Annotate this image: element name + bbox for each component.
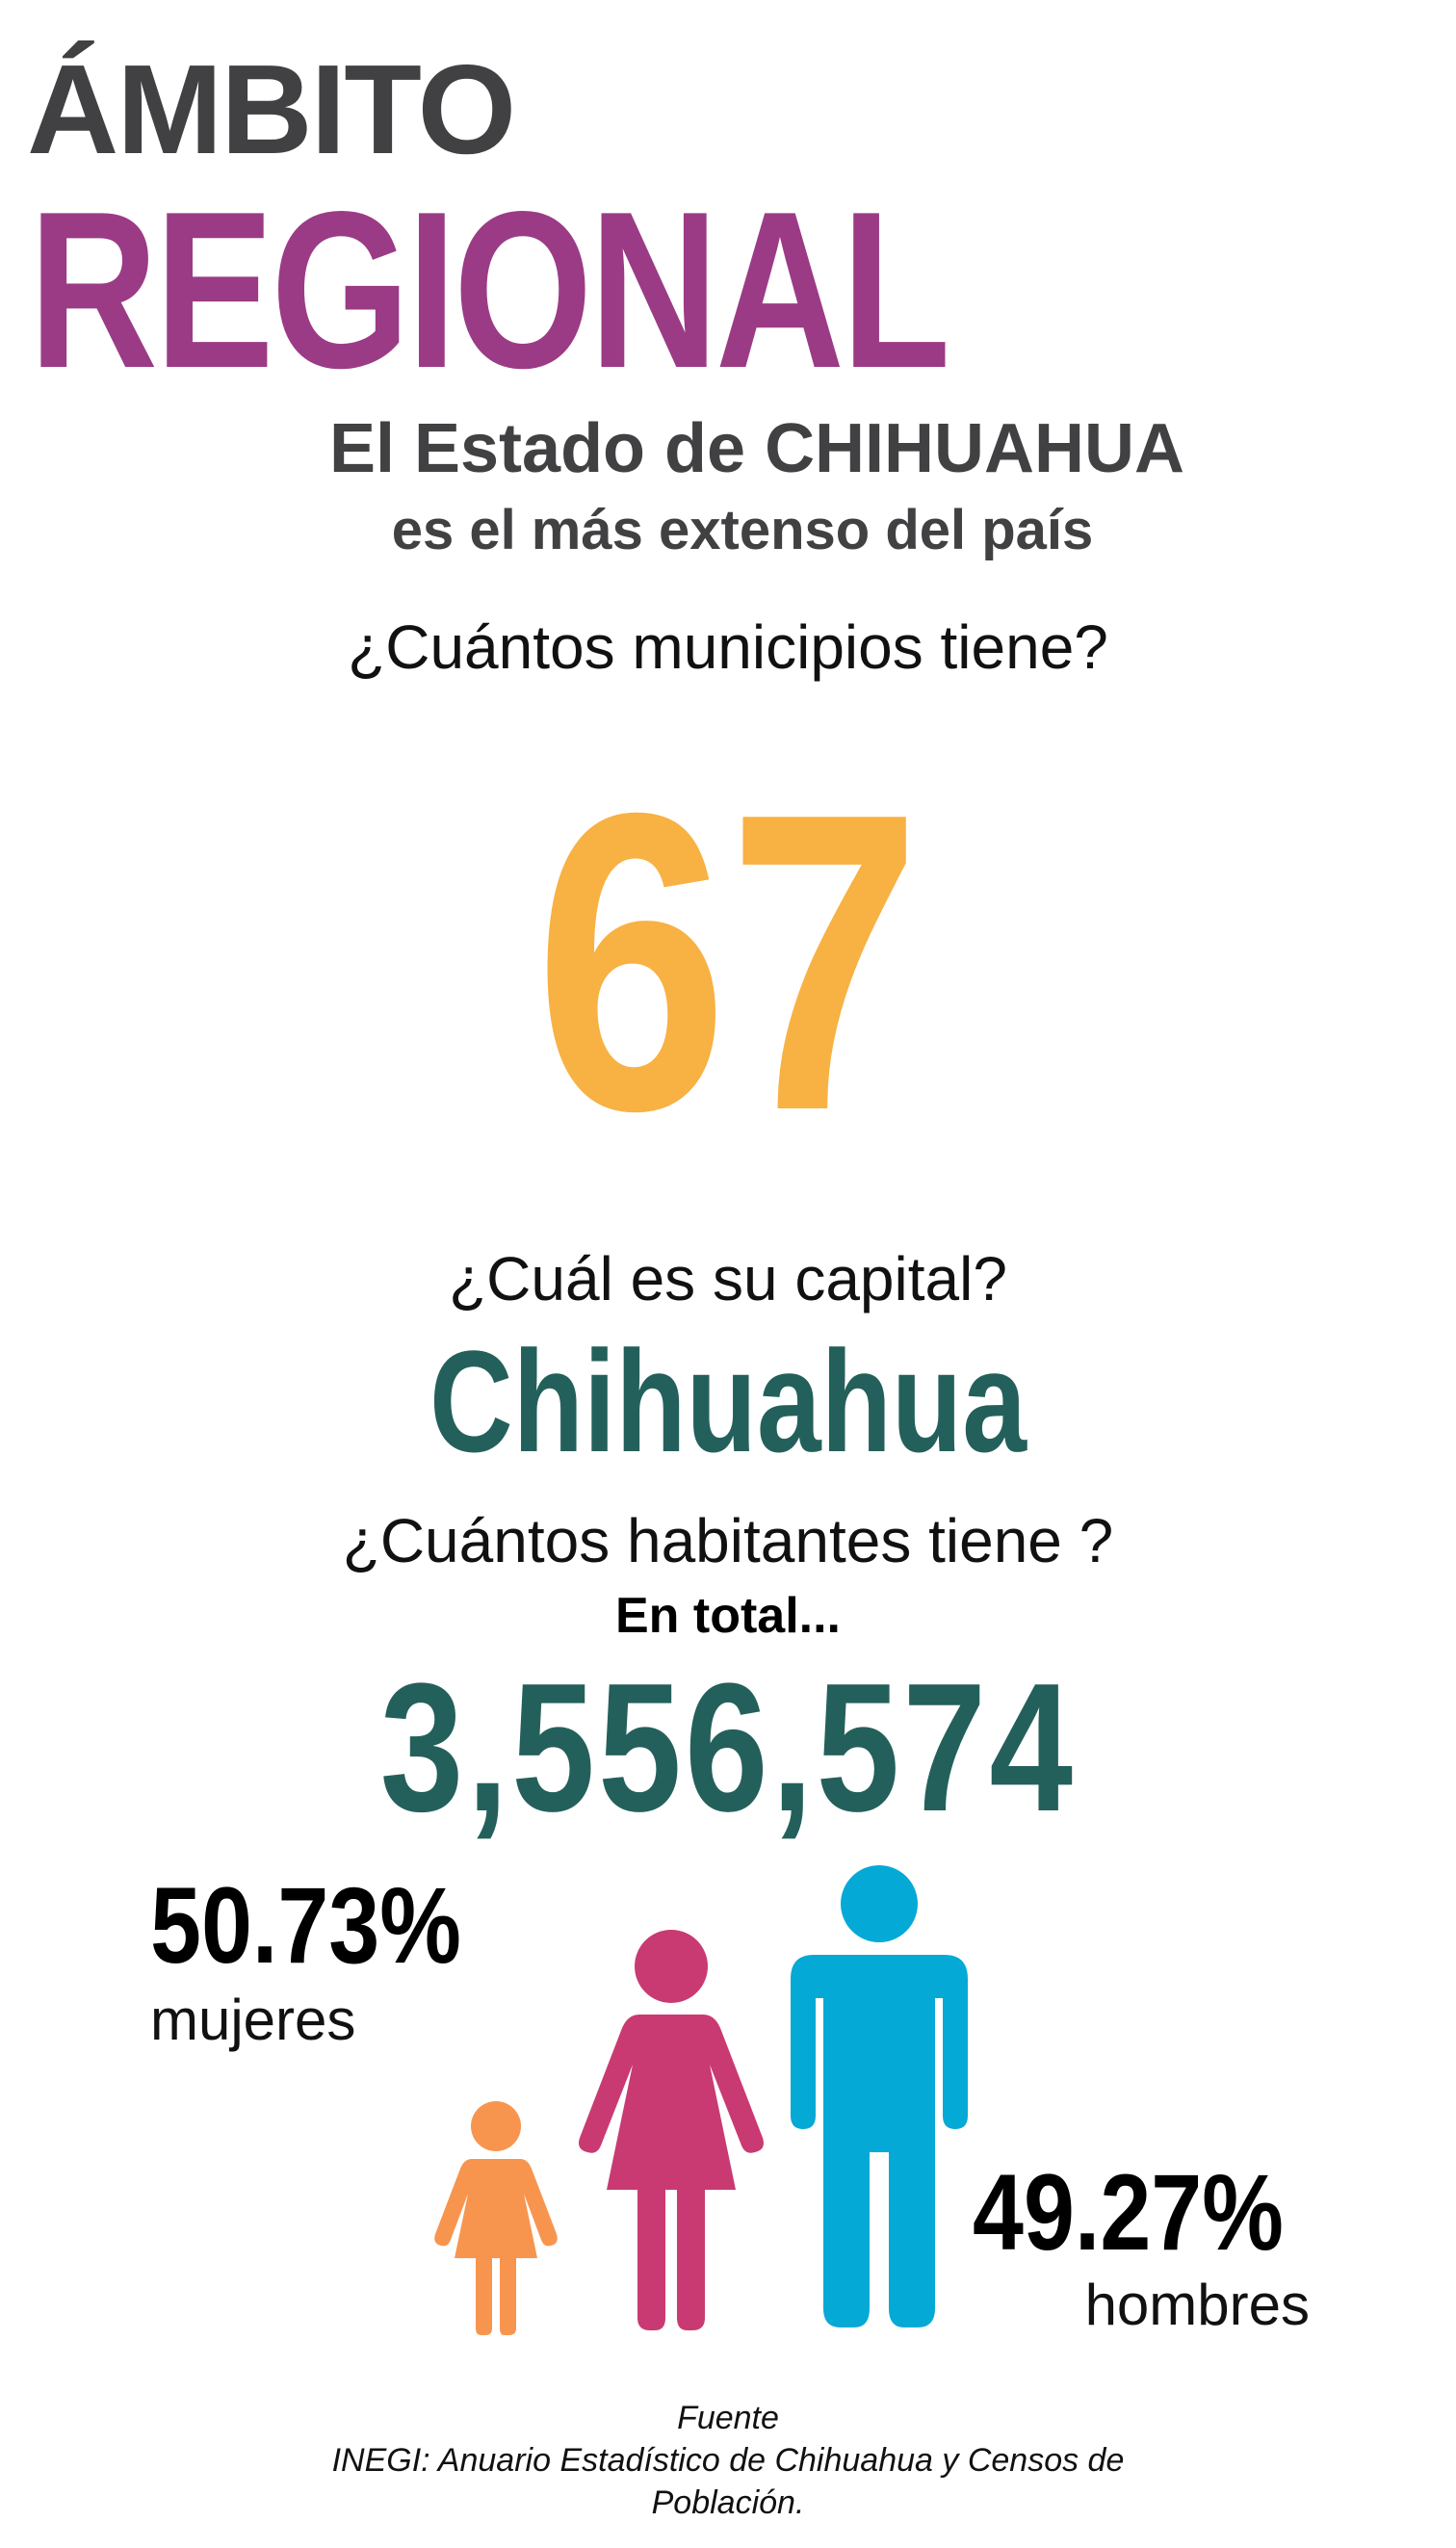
municipalities-count: 67: [534, 726, 922, 1199]
capital-question: ¿Cuál es su capital?: [449, 1244, 1007, 1313]
source-citation: INEGI: Anuario Estadístico de Chihuahua …: [331, 2442, 1125, 2479]
men-label: hombres: [1084, 2273, 1310, 2337]
men-percentage: 49.27%: [973, 2152, 1284, 2273]
woman-icon: [579, 1930, 764, 2330]
title-regional: REGIONAL: [29, 166, 950, 415]
municipalities-question: ¿Cuántos municipios tiene?: [348, 612, 1108, 682]
women-percentage: 50.73%: [150, 1865, 461, 1986]
title-ambito: ÁMBITO: [27, 39, 516, 180]
man-icon: [791, 1865, 968, 2327]
population-total: 3,556,574: [379, 1646, 1077, 1850]
capital-name: Chihuahua: [429, 1320, 1027, 1482]
girl-icon: [434, 2101, 558, 2335]
source-heading: Fuente: [677, 2400, 779, 2436]
population-total-label: En total...: [615, 1588, 841, 1644]
population-question: ¿Cuántos habitantes tiene ?: [342, 1506, 1114, 1575]
intro-extent: es el más extenso del país: [391, 499, 1094, 561]
source-citation-cont: Población.: [651, 2484, 805, 2521]
intro-state: El Estado de CHIHUAHUA: [328, 410, 1185, 487]
women-label: mujeres: [150, 1988, 356, 2052]
